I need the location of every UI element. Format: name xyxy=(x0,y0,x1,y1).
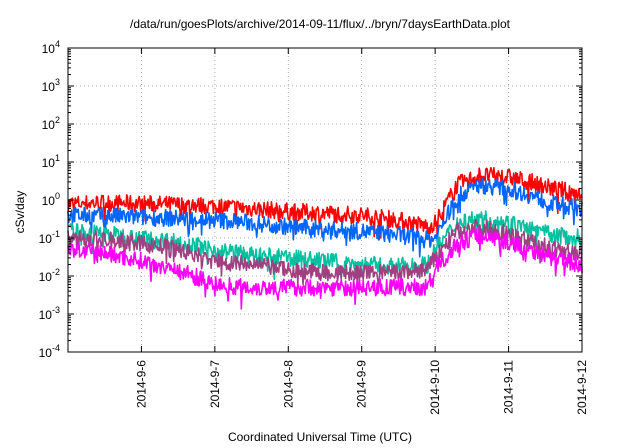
series-line-5 xyxy=(67,226,583,310)
x-tick-label: 2014-9-9 xyxy=(355,360,369,408)
y-ticks: 10-4 10-3 10-2 10-1 100 101 102 103 104 xyxy=(39,39,582,360)
y-tick-label: 101 xyxy=(42,153,60,170)
y-tick-label: 103 xyxy=(42,77,60,94)
x-axis-label: Coordinated Universal Time (UTC) xyxy=(227,430,413,444)
x-tick-label: 2014-9-7 xyxy=(208,360,222,408)
y-tick-label: 10-3 xyxy=(39,305,60,322)
x-tick-label: 2014-9-12 xyxy=(575,360,589,415)
x-tick-label: 2014-9-6 xyxy=(134,360,148,408)
y-tick-label: 102 xyxy=(42,115,60,132)
x-tick-label: 2014-9-10 xyxy=(428,360,442,415)
x-tick-label: 2014-9-8 xyxy=(281,360,295,408)
series-group xyxy=(67,167,583,310)
x-ticks: 2014-9-6 2014-9-7 2014-9-8 2014-9-9 2014-9-1… xyxy=(134,48,589,415)
y-tick-label: 100 xyxy=(42,191,60,208)
chart-title: /data/run/goesPlots/archive/2014-09-11/f… xyxy=(130,17,510,31)
y-tick-label: 10-1 xyxy=(39,229,60,246)
series-line-2 xyxy=(67,176,583,258)
y-tick-label: 10-4 xyxy=(39,343,60,360)
x-tick-label: 2014-9-11 xyxy=(502,360,516,414)
y-tick-label: 104 xyxy=(42,39,60,56)
series-line-1 xyxy=(67,167,583,240)
y-tick-label: 10-2 xyxy=(39,267,60,284)
